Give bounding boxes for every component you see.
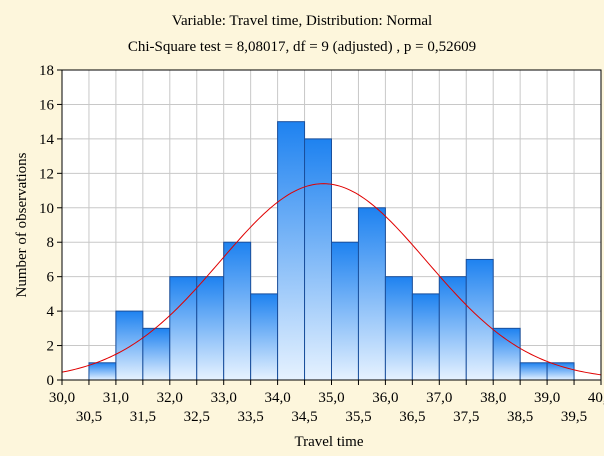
y-axis-label: Number of observations [14, 152, 30, 297]
x-tick-label: 38,5 [507, 409, 533, 425]
histogram-bar [384, 276, 413, 381]
x-tick-label: 38,0 [480, 390, 506, 406]
y-tick-label: 4 [47, 304, 55, 320]
x-axis-ticks: 30,0 31,0 32,0 33,0 34,0 35,0 36,0 37,0 38,0 39,0… [49, 380, 604, 425]
histogram-bar [519, 362, 548, 381]
y-tick-label: 0 [47, 373, 55, 389]
normal-fit-curve [62, 183, 601, 376]
normal-curve-layer [62, 183, 601, 376]
y-axis-ticks: 0 2 4 6 8 10 12 14 16 18 [39, 63, 62, 389]
x-tick-label: 30,0 [49, 390, 75, 406]
histogram-bar [277, 121, 306, 381]
x-axis-label: Travel time [294, 434, 363, 450]
histogram-bar [88, 362, 117, 381]
x-tick-label: 33,5 [238, 409, 264, 425]
y-tick-label: 14 [39, 132, 55, 148]
x-tick-label: 34,0 [264, 390, 290, 406]
y-tick-label: 18 [39, 63, 54, 79]
histogram-bar [169, 276, 198, 381]
histogram-bar [115, 310, 144, 381]
x-tick-label: 36,0 [372, 390, 398, 406]
histogram-bar [304, 138, 332, 381]
histogram-bar [223, 241, 252, 381]
histogram-bar [492, 327, 521, 381]
histogram-bar [142, 327, 171, 381]
histogram-bar [546, 362, 575, 381]
y-tick-label: 10 [39, 201, 54, 217]
x-tick-label: 33,0 [211, 390, 237, 406]
histogram-bar [465, 258, 494, 381]
y-tick-label: 12 [39, 166, 54, 182]
x-tick-label: 39,5 [561, 409, 587, 425]
x-tick-label: 37,5 [453, 409, 479, 425]
y-tick-label: 8 [47, 235, 55, 251]
histogram-bar [438, 276, 467, 381]
x-tick-label: 35,5 [345, 409, 371, 425]
chart-subtitle: Chi-Square test = 8,08017, df = 9 (adjus… [128, 39, 476, 55]
x-tick-label: 40,0 [588, 390, 604, 406]
x-tick-label: 39,0 [534, 390, 560, 406]
chart-title: Variable: Travel time, Distribution: Nor… [172, 13, 432, 29]
x-tick-label: 35,0 [318, 390, 344, 406]
histogram-bar [250, 293, 279, 381]
y-tick-label: 6 [47, 270, 55, 286]
histogram-bars [88, 121, 575, 381]
x-tick-label: 31,0 [103, 390, 129, 406]
x-tick-label: 36,5 [399, 409, 425, 425]
histogram-bar [196, 276, 225, 381]
y-tick-label: 2 [47, 339, 55, 355]
histogram-bar [331, 241, 359, 381]
histogram-bar [411, 293, 440, 381]
x-tick-label: 34,5 [291, 409, 317, 425]
x-tick-label: 32,0 [157, 390, 183, 406]
histogram-bar [357, 207, 386, 381]
x-tick-label: 30,5 [76, 409, 102, 425]
x-tick-label: 32,5 [184, 409, 210, 425]
x-tick-label: 31,5 [130, 409, 156, 425]
x-tick-label: 37,0 [426, 390, 452, 406]
y-tick-label: 16 [39, 97, 55, 113]
